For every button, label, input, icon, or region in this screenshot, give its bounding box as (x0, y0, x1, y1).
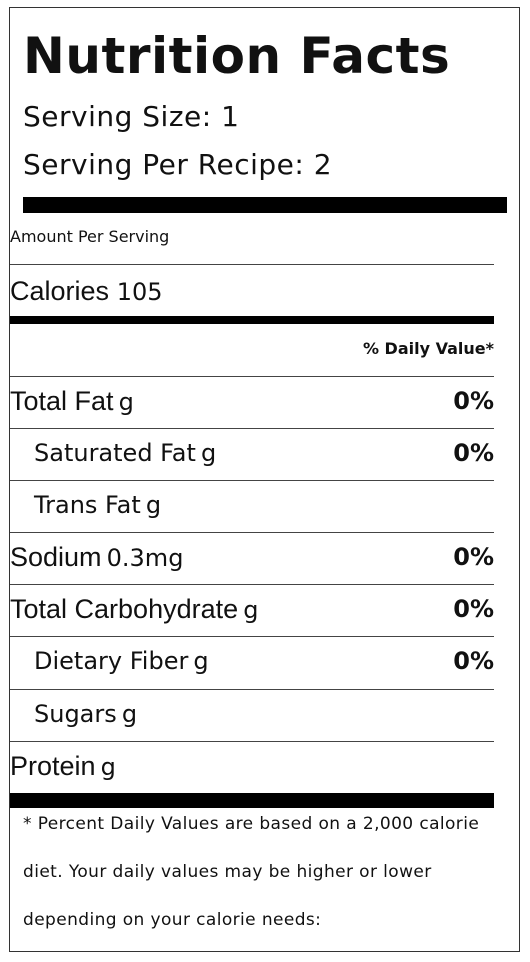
nutrient-amount: g (118, 388, 134, 416)
nutrient-label: Trans Fat (34, 491, 141, 519)
divider-line (10, 480, 494, 481)
nutrient-amount: g (243, 596, 259, 624)
divider-line (10, 741, 494, 742)
calories-row: Calories 105 (10, 276, 163, 307)
nutrient-label: Saturated Fat (34, 439, 196, 467)
nutrition-title: Nutrition Facts (23, 27, 451, 85)
divider-line (10, 376, 494, 377)
nutrient-percent: 0% (453, 387, 494, 415)
nutrient-label: Protein (10, 751, 96, 781)
divider-line (10, 584, 494, 585)
nutrient-label: Sugars (34, 700, 117, 728)
calories-label: Calories (10, 276, 110, 306)
nutrient-percent: 0% (453, 647, 494, 675)
serving-size: Serving Size: 1 (23, 100, 240, 133)
nutrient-row-dietary-fiber: Dietary Fiber g 0% (10, 636, 494, 688)
calories-value: 105 (116, 278, 163, 306)
protein-divider-bar (10, 793, 494, 808)
nutrient-name: Sodium 0.3mg (10, 542, 183, 576)
nutrient-row-total-fat: Total Fat g 0% (10, 376, 494, 428)
nutrient-row-protein: Protein g (10, 741, 494, 793)
nutrient-name: Total Carbohydrate g (10, 594, 258, 628)
header-divider-bar (23, 197, 507, 213)
nutrient-label: Total Carbohydrate (10, 594, 239, 624)
divider-line (10, 264, 494, 265)
nutrient-amount: g (193, 647, 209, 675)
nutrient-amount: g (121, 700, 138, 728)
nutrient-label: Total Fat (10, 386, 114, 416)
nutrient-name: Protein g (10, 751, 116, 785)
serving-per-recipe: Serving Per Recipe: 2 (23, 148, 333, 181)
nutrient-row-sugars: Sugars g (10, 689, 494, 741)
nutrient-row-saturated-fat: Saturated Fat g 0% (10, 428, 494, 480)
nutrient-row-sodium: Sodium 0.3mg 0% (10, 532, 494, 584)
daily-value-header: % Daily Value* (362, 339, 494, 358)
nutrient-name: Dietary Fiber g (34, 646, 209, 679)
divider-line (10, 532, 494, 533)
nutrient-percent: 0% (453, 543, 494, 571)
nutrition-facts-panel (9, 7, 520, 952)
nutrient-amount: 0.3mg (106, 544, 184, 572)
nutrient-row-trans-fat: Trans Fat g (10, 480, 494, 532)
calories-divider-bar (10, 316, 494, 324)
divider-line (10, 636, 494, 637)
nutrient-name: Saturated Fat g (34, 438, 216, 471)
nutrient-percent: 0% (453, 439, 494, 467)
nutrient-amount: g (145, 491, 162, 519)
footnote-line: diet. Your daily values may be higher or… (23, 862, 432, 882)
amount-per-serving: Amount Per Serving (10, 227, 170, 246)
nutrient-name: Total Fat g (10, 386, 134, 420)
divider-line (10, 689, 494, 690)
nutrient-name: Sugars g (34, 699, 137, 732)
nutrient-percent: 0% (453, 595, 494, 623)
nutrient-label: Dietary Fiber (34, 647, 189, 675)
footnote-line: depending on your calorie needs: (23, 910, 322, 930)
nutrient-amount: g (100, 753, 116, 781)
nutrient-amount: g (201, 439, 217, 467)
footnote-line: * Percent Daily Values are based on a 2,… (23, 814, 480, 834)
divider-line (10, 428, 494, 429)
nutrient-name: Trans Fat g (34, 490, 161, 523)
daily-value-footnote: * Percent Daily Values are based on a 2,… (23, 800, 513, 944)
nutrient-row-total-carbohydrate: Total Carbohydrate g 0% (10, 584, 494, 636)
nutrient-label: Sodium (10, 542, 102, 572)
